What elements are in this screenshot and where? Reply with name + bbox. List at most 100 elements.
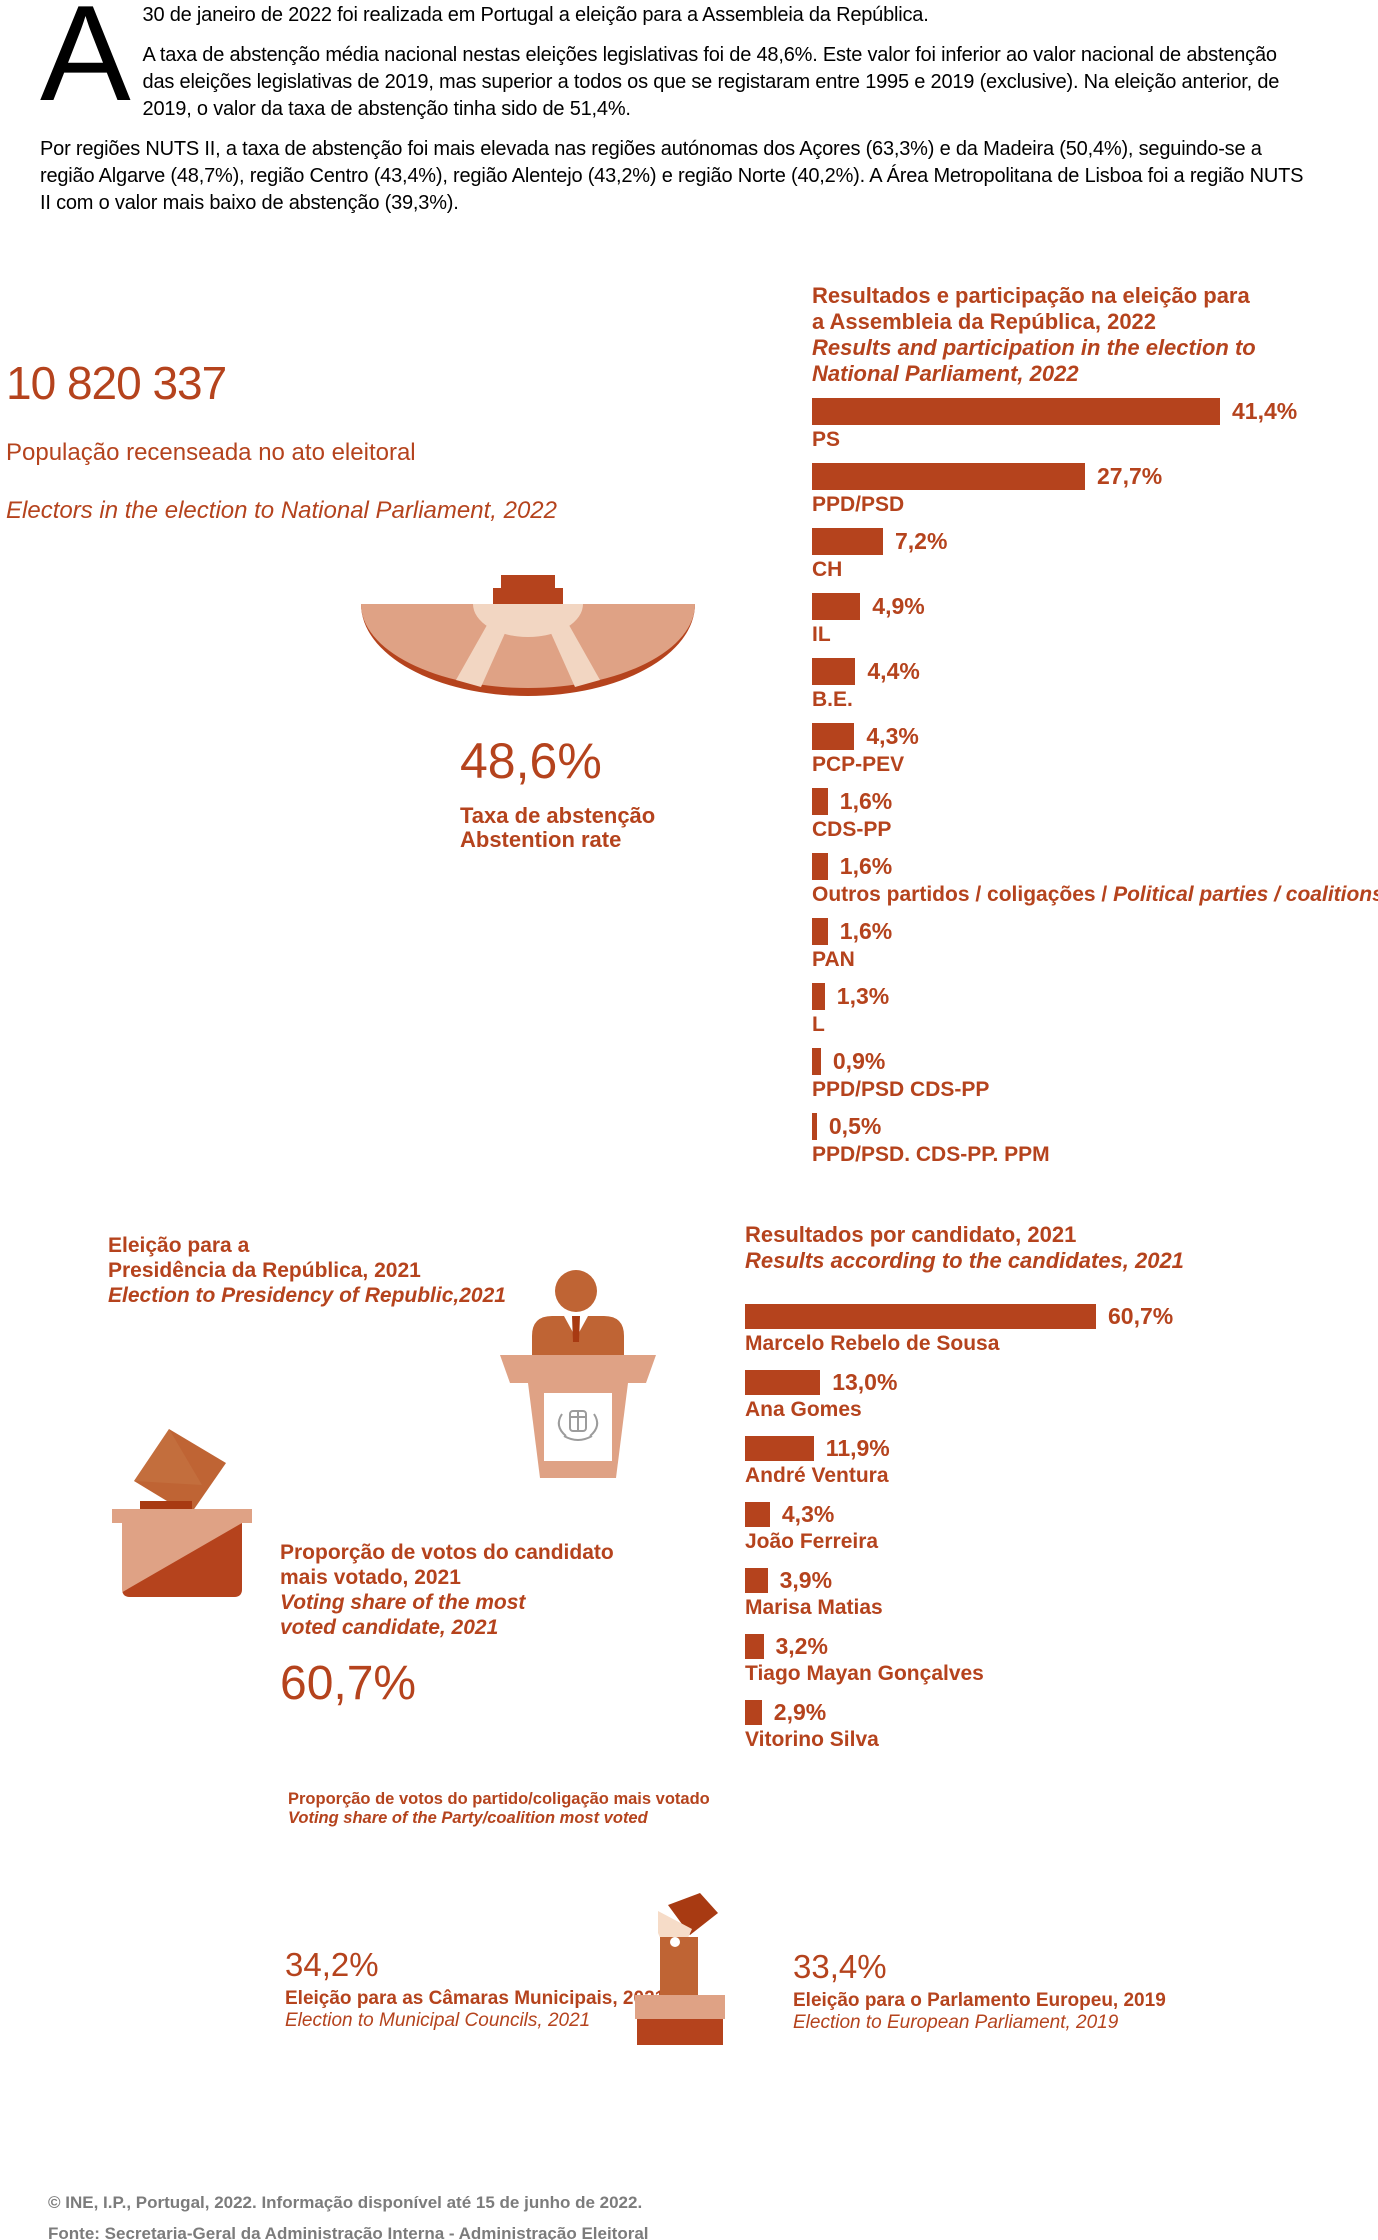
european-label-pt: Eleição para o Parlamento Europeu, 2019	[793, 1990, 1166, 2011]
bar-category-label: Marcelo Rebelo de Sousa	[745, 1332, 1000, 1355]
european-label-en: Election to European Parliament, 2019	[793, 2012, 1119, 2033]
bar	[812, 593, 861, 620]
bar-category-label: CDS-PP	[812, 818, 892, 841]
voting-hand-icon	[628, 1893, 728, 2065]
top-candidate-label-en-line2: voted candidate, 2021	[280, 1616, 499, 1639]
bar-row: 13,0% Ana Gomes	[745, 1369, 1365, 1421]
top-candidate-value: 60,7%	[280, 1657, 417, 1710]
bar	[745, 1370, 821, 1395]
footer: © INE, I.P., Portugal, 2022. Informação …	[48, 2190, 649, 2240]
parliament-hemicycle-icon	[360, 556, 696, 711]
bar	[812, 398, 1220, 425]
bar-value-label: 4,3%	[866, 723, 919, 749]
bar-row: 0,9% PPD/PSD CDS-PP	[812, 1048, 1378, 1101]
bar-row: 7,2% CH	[812, 528, 1378, 581]
bar-value-label: 11,9%	[825, 1435, 890, 1461]
party-share-note-pt: Proporção de votos do partido/coligação …	[288, 1790, 710, 1808]
electors-stat: 10 820 337 População recenseada no ato e…	[6, 356, 557, 526]
bar-category-label: PCP-PEV	[812, 753, 905, 776]
bar-value-label: 4,3%	[781, 1501, 835, 1527]
chart1-title-en-line2: National Parliament, 2022	[812, 361, 1079, 386]
parliament-results-chart: Resultados e participação na eleição par…	[812, 283, 1378, 1178]
bar-row: 3,9% Marisa Matias	[745, 1567, 1365, 1619]
bar-row: 41,4% PS	[812, 398, 1378, 451]
bar-value-label: 41,4%	[1232, 398, 1298, 424]
bar-row: 27,7% PPD/PSD	[812, 463, 1378, 516]
bar-row: 1,6% PAN	[812, 918, 1378, 971]
bar-category-label: Outros partidos / coligações / Political…	[812, 883, 1378, 906]
bar-value-label: 3,9%	[779, 1567, 833, 1593]
bar-value-label: 7,2%	[895, 528, 948, 554]
bar-value-label: 1,3%	[836, 983, 890, 1009]
bar-value-label: 60,7%	[1108, 1303, 1174, 1329]
abstention-value: 48,6%	[460, 733, 602, 789]
bar-category-label: Vitorino Silva	[745, 1728, 879, 1751]
bar-row: 4,9% IL	[812, 593, 1378, 646]
bar-value-label: 4,4%	[867, 658, 920, 684]
intro-paragraph-3: Por regiões NUTS II, a taxa de abstenção…	[40, 138, 1304, 214]
bar-category-label: João Ferreira	[745, 1530, 879, 1553]
municipal-label-en: Election to Municipal Councils, 2021	[285, 2010, 591, 2031]
footer-source: Fonte: Secretaria-Geral da Administração…	[48, 2224, 649, 2240]
bar-row: 3,2% Tiago Mayan Gonçalves	[745, 1633, 1365, 1685]
bar	[745, 1568, 768, 1593]
bar	[745, 1700, 762, 1725]
presidency-title-pt-line1: Eleição para a	[108, 1234, 250, 1257]
bar-category-label: PPD/PSD. CDS-PP. PPM	[812, 1143, 1050, 1166]
bar	[812, 463, 1085, 490]
speaker-podium-icon	[498, 1264, 658, 1485]
bar-row: 1,6% Outros partidos / coligações / Polit…	[812, 853, 1378, 906]
bar	[745, 1502, 770, 1527]
bar-row: 2,9% Vitorino Silva	[745, 1699, 1365, 1751]
bar-category-label: PPD/PSD CDS-PP	[812, 1078, 990, 1101]
bar	[745, 1436, 814, 1461]
bar-value-label: 1,6%	[839, 918, 893, 944]
bar-category-label: B.E.	[812, 688, 853, 711]
presidency-title: Eleição para a Presidência da República,…	[108, 1233, 506, 1308]
chart1-bars: 41,4% PS 27,7% PPD/PSD 7,2% CH 4,9% IL 4,4% B.E. 4…	[812, 398, 1378, 1166]
bar-category-label: Tiago Mayan Gonçalves	[745, 1662, 984, 1685]
bar-value-label: 1,6%	[839, 853, 893, 879]
bar-category-label: André Ventura	[745, 1464, 889, 1487]
chart2-title-en: Results according to the candidates, 202…	[745, 1248, 1184, 1273]
party-share-note-en: Voting share of the Party/coalition most…	[288, 1809, 648, 1827]
electors-label-en: Electors in the election to National Par…	[6, 497, 557, 524]
chart1-title-en-line1: Results and participation in the electio…	[812, 335, 1256, 360]
bar-row: 0,5% PPD/PSD. CDS-PP. PPM	[812, 1113, 1378, 1166]
municipal-label-pt: Eleição para as Câmaras Municipais, 2021	[285, 1988, 666, 2009]
european-elections-stat: 33,4% Eleição para o Parlamento Europeu,…	[793, 1948, 1166, 2034]
bar-value-label: 13,0%	[832, 1369, 898, 1395]
presidency-title-pt-line2: Presidência da República, 2021	[108, 1259, 421, 1282]
chart1-title-pt-line2: a Assembleia da República, 2022	[812, 309, 1157, 334]
drop-cap: A	[40, 0, 131, 129]
ballot-box-icon	[112, 1423, 252, 1610]
top-candidate-label-pt-line2: mais votado, 2021	[280, 1566, 461, 1589]
bar	[745, 1304, 1096, 1329]
bar	[812, 723, 855, 750]
bar-row: 4,4% B.E.	[812, 658, 1378, 711]
top-candidate-label-pt-line1: Proporção de votos do candidato	[280, 1541, 614, 1564]
bar-row: 60,7% Marcelo Rebelo de Sousa	[745, 1303, 1365, 1355]
bar-row: 1,3% L	[812, 983, 1378, 1036]
bar-value-label: 4,9%	[872, 593, 925, 619]
bar	[812, 983, 825, 1010]
intro-paragraph-1: 30 de janeiro de 2022 foi realizada em P…	[142, 4, 929, 26]
top-candidate-stat: Proporção de votos do candidato mais vot…	[280, 1540, 614, 1711]
bar-value-label: 2,9%	[773, 1699, 827, 1725]
candidate-results-chart: Resultados por candidato, 2021 Results a…	[745, 1222, 1365, 1766]
bar-category-label: L	[812, 1013, 825, 1036]
bar-value-label: 3,2%	[775, 1633, 828, 1659]
bar	[745, 1634, 764, 1659]
intro-paragraph-2: A taxa de abstenção média nacional nesta…	[142, 44, 1280, 120]
intro-section: A 30 de janeiro de 2022 foi realizada em…	[40, 0, 1310, 230]
top-candidate-label-en-line1: Voting share of the most	[280, 1591, 526, 1614]
abstention-stat: 48,6% Taxa de abstenção Abstention rate	[460, 732, 655, 852]
bar	[812, 1113, 817, 1140]
bar-category-label: Ana Gomes	[745, 1398, 862, 1421]
electors-value: 10 820 337	[6, 357, 227, 409]
bar-category-label: Marisa Matias	[745, 1596, 883, 1619]
bar	[812, 853, 828, 880]
bar-category-label: PS	[812, 428, 841, 451]
bar-value-label: 27,7%	[1097, 463, 1163, 489]
